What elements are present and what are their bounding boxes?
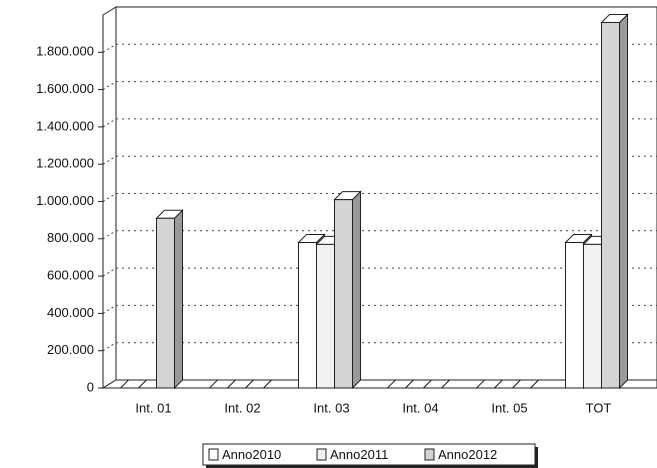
bar <box>334 199 353 389</box>
legend-swatch <box>424 448 435 461</box>
bar-side <box>174 209 183 390</box>
y-tick-label: 1.600.000 <box>36 81 94 96</box>
bar <box>156 217 175 389</box>
y-tick-label: 200.000 <box>47 342 94 357</box>
legend-swatch <box>208 448 219 461</box>
x-tick-label: Int. 01 <box>135 400 171 415</box>
bar <box>565 242 584 389</box>
x-tick-label: TOT <box>586 400 612 415</box>
y-tick-label: 1.800.000 <box>36 44 94 59</box>
bar-top <box>422 379 451 389</box>
side-wall <box>102 6 117 389</box>
legend-swatch <box>316 448 327 461</box>
bar <box>601 21 620 389</box>
y-tick-label: 1.000.000 <box>36 193 94 208</box>
y-tick-label: 400.000 <box>47 305 94 320</box>
bar <box>316 243 335 389</box>
y-tick-label: 1.400.000 <box>36 118 94 133</box>
legend-label: Anno2011 <box>330 447 388 462</box>
x-tick-label: Int. 03 <box>313 400 349 415</box>
legend-label: Anno2010 <box>222 447 281 462</box>
bar-top <box>511 379 540 389</box>
bar-side <box>352 190 361 390</box>
bar-group <box>422 379 451 389</box>
bar-group <box>244 379 273 389</box>
y-tick-label: 1.200.000 <box>36 156 94 171</box>
bar <box>583 243 602 389</box>
y-tick-label: 0 <box>87 379 94 394</box>
legend-box <box>202 443 536 466</box>
bar-group <box>155 209 184 390</box>
x-tick-label: Int. 02 <box>224 400 260 415</box>
y-tick-label: 800.000 <box>47 230 94 245</box>
bar-top <box>244 379 273 389</box>
bar <box>298 242 317 389</box>
bar-side <box>619 13 628 390</box>
x-tick-label: Int. 05 <box>491 400 527 415</box>
bar-group <box>511 379 540 389</box>
y-tick-label: 600.000 <box>47 268 94 283</box>
x-tick-label: Int. 04 <box>402 400 438 415</box>
bar-group <box>600 13 629 390</box>
legend: Anno2010 Anno2011 Anno2012 <box>202 443 538 468</box>
bar-group <box>333 190 362 390</box>
legend-label: Anno2012 <box>438 447 497 462</box>
